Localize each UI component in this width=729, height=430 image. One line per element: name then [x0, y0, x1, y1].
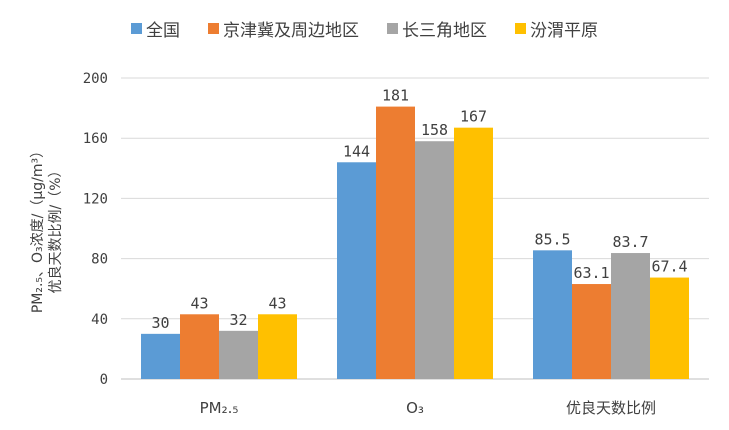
- bar: [376, 106, 415, 379]
- legend-label: 长三角地区: [402, 20, 487, 41]
- data-label: 63.1: [573, 264, 609, 282]
- data-label: 158: [421, 121, 448, 139]
- y-axis-label: 优良天数比例/（%）: [48, 163, 64, 293]
- bar: [611, 253, 650, 379]
- y-tick-label: 160: [83, 131, 108, 147]
- legend-item: 长三角地区: [387, 16, 487, 41]
- bar: [533, 250, 572, 379]
- y-tick-label: 0: [100, 372, 108, 388]
- data-label: 32: [229, 311, 247, 329]
- legend-label: 全国: [146, 20, 180, 41]
- y-tick-label: 40: [91, 312, 108, 328]
- data-label: 67.4: [651, 258, 687, 276]
- bar: [650, 277, 689, 379]
- bar: [454, 127, 493, 379]
- legend-swatch: [387, 22, 398, 34]
- data-label: 167: [460, 108, 487, 126]
- legend-item: 京津冀及周边地区: [208, 16, 359, 41]
- data-label: 30: [151, 314, 169, 332]
- data-label: 83.7: [612, 233, 648, 251]
- y-tick-label: 80: [91, 252, 108, 268]
- data-label: 43: [190, 294, 208, 312]
- bar: [219, 330, 258, 379]
- bar: [572, 284, 611, 379]
- legend-swatch: [131, 22, 142, 34]
- x-tick-label: PM₂.₅: [200, 399, 239, 417]
- data-label: 85.5: [534, 230, 570, 248]
- y-tick-label: 120: [83, 191, 108, 207]
- x-tick-label: O₃: [406, 399, 424, 417]
- data-label: 144: [343, 142, 370, 160]
- bar: [180, 314, 219, 379]
- legend-item: 全国: [131, 16, 180, 41]
- bar: [141, 333, 180, 379]
- y-axis-label: PM₂.₅、O₃浓度/（μg/m³）: [30, 144, 46, 313]
- bar: [337, 162, 376, 379]
- legend-label: 京津冀及周边地区: [223, 20, 359, 41]
- data-label: 181: [382, 87, 409, 105]
- data-label: 43: [268, 294, 286, 312]
- chart-legend: 全国 京津冀及周边地区 长三角地区 汾渭平原: [0, 14, 729, 42]
- bar: [415, 141, 454, 379]
- legend-item: 汾渭平原: [515, 16, 598, 41]
- legend-label: 汾渭平原: [530, 20, 598, 41]
- y-tick-label: 200: [83, 71, 108, 87]
- bar: [258, 314, 297, 379]
- x-tick-label: 优良天数比例: [566, 399, 656, 417]
- legend-swatch: [208, 22, 219, 34]
- legend-swatch: [515, 22, 526, 34]
